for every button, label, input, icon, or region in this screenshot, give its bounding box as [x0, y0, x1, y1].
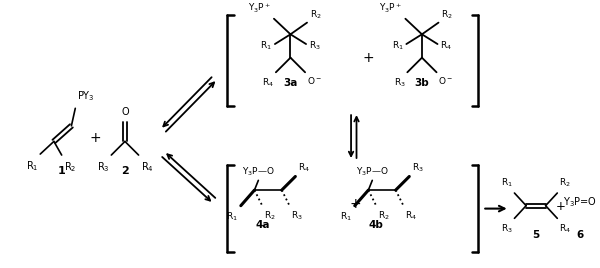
Text: R$_4$: R$_4$	[406, 210, 418, 222]
Text: R$_2$: R$_2$	[310, 8, 322, 21]
Text: Y$_3$P=O: Y$_3$P=O	[563, 195, 596, 209]
Text: +: +	[362, 51, 374, 65]
Text: R$_4$: R$_4$	[559, 222, 571, 235]
Text: R$_1$: R$_1$	[26, 159, 38, 173]
Text: Y$_3$P—O: Y$_3$P—O	[242, 166, 275, 178]
Text: 4a: 4a	[255, 220, 269, 230]
Text: +: +	[90, 132, 101, 146]
Text: R$_4$: R$_4$	[440, 40, 452, 52]
Text: 5: 5	[532, 230, 539, 240]
Text: 3a: 3a	[283, 78, 298, 88]
Text: R$_1$: R$_1$	[392, 40, 403, 52]
Text: R$_3$: R$_3$	[97, 160, 109, 174]
Text: R$_4$: R$_4$	[140, 160, 154, 174]
Text: R$_1$: R$_1$	[340, 211, 352, 223]
Text: R$_3$: R$_3$	[500, 222, 512, 235]
Text: R$_4$: R$_4$	[262, 76, 274, 89]
Text: Y$_3$P—O: Y$_3$P—O	[356, 166, 389, 178]
Text: Y$_3$P$^+$: Y$_3$P$^+$	[248, 2, 271, 15]
Text: R$_2$: R$_2$	[559, 177, 571, 189]
Text: R$_1$: R$_1$	[260, 40, 272, 52]
Text: R$_3$: R$_3$	[394, 76, 406, 89]
Text: 2: 2	[121, 166, 129, 176]
Text: 4b: 4b	[369, 220, 383, 230]
Text: 3b: 3b	[415, 78, 430, 88]
Text: R$_1$: R$_1$	[226, 211, 238, 223]
Text: R$_3$: R$_3$	[412, 161, 424, 174]
Text: 6: 6	[576, 230, 583, 240]
Text: R$_3$: R$_3$	[309, 40, 321, 52]
Text: R$_4$: R$_4$	[298, 161, 310, 174]
Text: R$_2$: R$_2$	[264, 210, 276, 222]
Text: PY$_3$: PY$_3$	[77, 90, 95, 103]
Text: Y$_3$P$^+$: Y$_3$P$^+$	[379, 2, 403, 15]
Text: R$_1$: R$_1$	[500, 177, 512, 189]
Text: +: +	[350, 197, 362, 211]
Text: 1: 1	[58, 166, 65, 176]
Text: +: +	[555, 200, 565, 213]
Text: O$^-$: O$^-$	[307, 75, 322, 86]
Text: O: O	[121, 107, 129, 117]
Text: R$_2$: R$_2$	[378, 210, 390, 222]
Text: R$_3$: R$_3$	[292, 210, 303, 222]
Text: R$_2$: R$_2$	[64, 160, 76, 174]
Text: R$_2$: R$_2$	[442, 8, 453, 21]
Text: O$^-$: O$^-$	[439, 75, 454, 86]
